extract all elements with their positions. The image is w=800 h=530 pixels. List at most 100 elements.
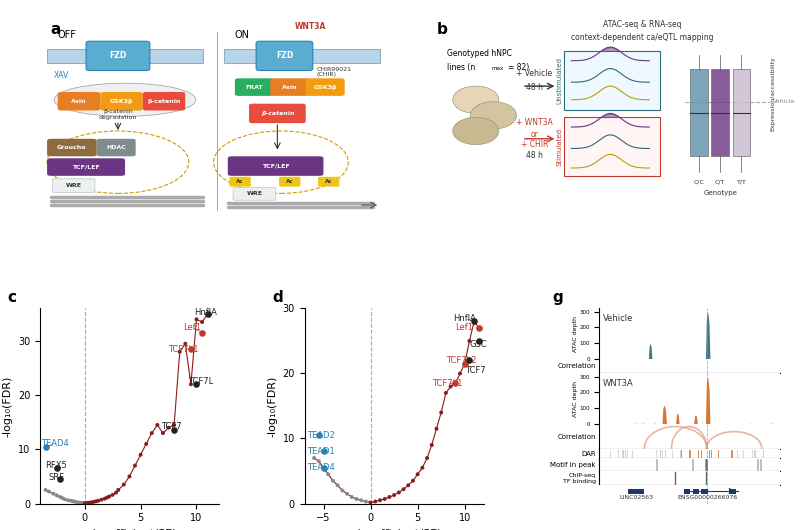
Point	[416, 464, 429, 472]
Point	[54, 475, 66, 483]
Point	[317, 464, 330, 472]
Point	[112, 485, 125, 494]
Point	[378, 494, 391, 503]
Point	[50, 491, 63, 500]
X-axis label: z (coefficient/SE): z (coefficient/SE)	[82, 529, 177, 530]
Point	[87, 498, 100, 506]
Point	[54, 493, 66, 501]
Bar	[711, 68, 729, 156]
Text: TCF/LEF: TCF/LEF	[262, 164, 290, 169]
Point	[76, 499, 89, 507]
FancyBboxPatch shape	[230, 177, 251, 187]
Bar	[564, 117, 660, 176]
Point	[468, 317, 481, 326]
Ellipse shape	[453, 117, 499, 145]
Text: FZD: FZD	[276, 51, 293, 60]
Point	[110, 489, 122, 497]
Point	[81, 499, 94, 507]
Text: + WNT3A: + WNT3A	[516, 118, 553, 127]
Point	[473, 337, 486, 345]
Ellipse shape	[470, 102, 517, 129]
Text: Ac: Ac	[237, 179, 244, 184]
FancyBboxPatch shape	[249, 104, 306, 123]
Point	[322, 470, 334, 479]
FancyBboxPatch shape	[228, 156, 323, 176]
Text: HDAC: HDAC	[106, 145, 126, 150]
Text: GSK3β: GSK3β	[314, 85, 337, 90]
Text: FZD: FZD	[110, 51, 126, 60]
Point	[168, 426, 181, 435]
FancyBboxPatch shape	[233, 188, 275, 200]
Point	[454, 369, 466, 378]
Point	[85, 498, 98, 507]
Point	[74, 498, 86, 507]
Text: β-catenin
degradation: β-catenin degradation	[98, 110, 137, 120]
Text: TCF7: TCF7	[161, 422, 182, 431]
FancyBboxPatch shape	[235, 78, 274, 96]
Point	[174, 348, 186, 356]
Text: = 82): = 82)	[508, 63, 529, 72]
Point	[317, 447, 330, 456]
Text: Expression/accessibility: Expression/accessibility	[771, 57, 776, 131]
Point	[103, 492, 116, 501]
FancyBboxPatch shape	[256, 41, 313, 70]
Point	[449, 379, 462, 387]
Point	[101, 493, 114, 502]
Text: + Vehicle: + Vehicle	[516, 69, 552, 78]
Point	[65, 497, 78, 505]
Point	[331, 481, 344, 490]
Point	[402, 481, 414, 490]
FancyBboxPatch shape	[100, 92, 142, 110]
Point	[458, 359, 471, 368]
Text: + CHIR: + CHIR	[521, 139, 548, 148]
Point	[346, 493, 358, 501]
Text: max: max	[492, 66, 504, 70]
Bar	[564, 51, 660, 110]
Point	[313, 457, 326, 465]
FancyBboxPatch shape	[142, 92, 186, 110]
Y-axis label: -log₁₀(FDR): -log₁₀(FDR)	[2, 375, 12, 437]
Point	[134, 450, 147, 459]
Text: TEAD2: TEAD2	[306, 431, 334, 440]
Text: β-catenin: β-catenin	[147, 99, 181, 104]
FancyBboxPatch shape	[53, 179, 95, 192]
Text: TCF7L: TCF7L	[187, 377, 213, 386]
Text: g: g	[552, 289, 563, 305]
FancyBboxPatch shape	[86, 41, 150, 70]
Point	[383, 493, 396, 501]
FancyBboxPatch shape	[58, 92, 100, 110]
Point	[468, 317, 481, 326]
Point	[95, 496, 108, 504]
Point	[434, 408, 447, 417]
Point	[185, 380, 198, 388]
Point	[185, 345, 198, 354]
Text: WRE: WRE	[246, 191, 262, 197]
Point	[421, 454, 434, 462]
Point	[473, 324, 486, 332]
Point	[106, 491, 119, 499]
Point	[42, 488, 55, 496]
Point	[463, 337, 476, 345]
Text: ATAC-seq & RNA-seq: ATAC-seq & RNA-seq	[603, 20, 682, 29]
Text: Genotyped hNPC: Genotyped hNPC	[447, 49, 512, 58]
Bar	[690, 68, 708, 156]
Text: Lef1: Lef1	[183, 323, 201, 332]
Point	[67, 497, 80, 506]
Text: TCF7L1: TCF7L1	[432, 379, 462, 388]
Text: Axin: Axin	[71, 99, 86, 104]
Point	[341, 490, 354, 498]
Text: or: or	[530, 130, 538, 139]
Point	[78, 499, 91, 507]
Text: Ac: Ac	[286, 179, 294, 184]
Point	[350, 494, 363, 503]
Point	[317, 464, 330, 472]
Text: β-catenin: β-catenin	[261, 111, 294, 116]
Point	[336, 486, 349, 494]
Bar	[47, 49, 203, 63]
Text: Axin: Axin	[282, 85, 298, 90]
Point	[397, 485, 410, 493]
Text: 48 h: 48 h	[526, 151, 542, 160]
Text: Stimulated: Stimulated	[556, 128, 562, 165]
Text: d: d	[273, 289, 283, 305]
Point	[98, 494, 111, 503]
